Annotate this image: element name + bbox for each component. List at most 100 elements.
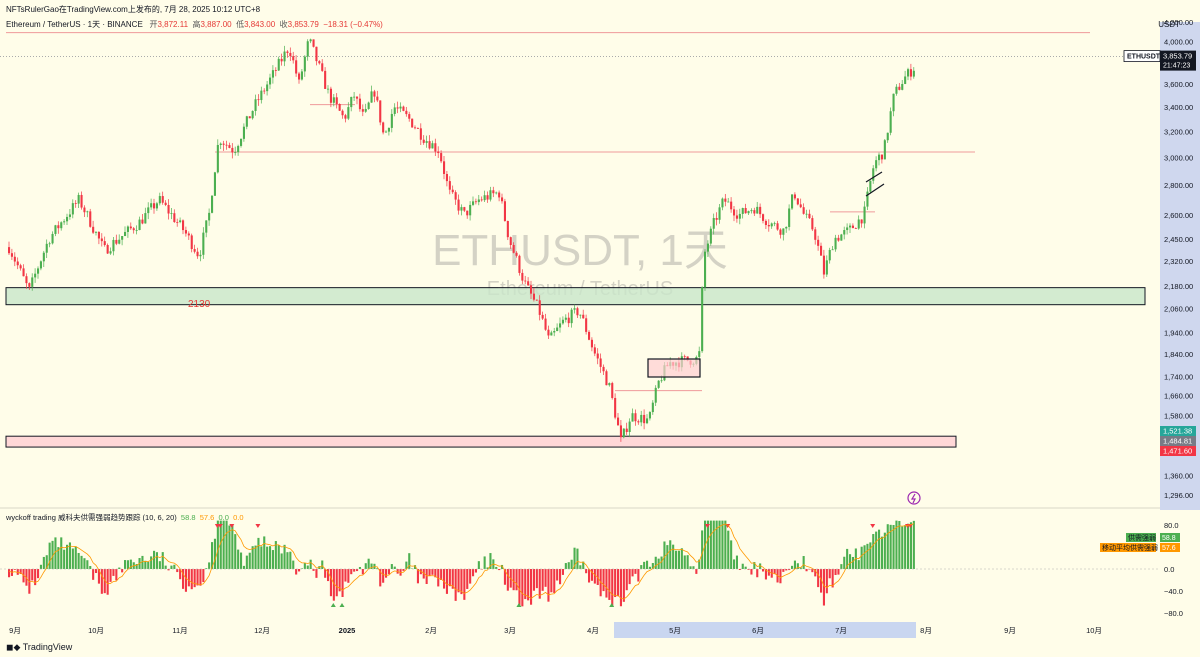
candle-76 xyxy=(228,145,231,148)
indicator-bar-211 xyxy=(619,569,622,607)
candle-110 xyxy=(327,88,330,90)
currency-label[interactable]: USDT xyxy=(1158,20,1180,29)
candle-4 xyxy=(19,265,22,269)
indicator-bar-193 xyxy=(567,562,570,569)
candle-187 xyxy=(550,332,553,336)
indicator-bar-219 xyxy=(643,561,646,569)
candle-217 xyxy=(637,421,640,423)
candle-241 xyxy=(706,243,709,252)
candle-176 xyxy=(518,255,521,273)
indicator-bar-291 xyxy=(851,556,854,569)
candle-200 xyxy=(588,331,591,340)
indicator-bar-209 xyxy=(614,569,617,598)
indicator-bar-283 xyxy=(828,569,831,579)
indicator-bar-178 xyxy=(524,569,527,600)
candle-162 xyxy=(477,199,480,203)
candle-285 xyxy=(834,237,837,250)
price-badge-1 xyxy=(1160,426,1196,436)
indicator-bar-63 xyxy=(190,569,193,590)
indicator-bar-220 xyxy=(646,560,649,569)
indicator-bar-146 xyxy=(431,569,434,575)
indicator-bar-35 xyxy=(109,569,112,582)
candle-14 xyxy=(48,243,51,245)
indicator-bar-47 xyxy=(144,560,147,569)
indicator-bar-199 xyxy=(585,569,588,574)
indicator-bar-104 xyxy=(309,559,312,569)
candle-90 xyxy=(269,77,272,85)
candle-6 xyxy=(25,276,28,284)
price-tick-10: 2,180.00 xyxy=(1164,282,1193,291)
indicator-bar-170 xyxy=(501,564,504,569)
indicator-bar-97 xyxy=(289,551,292,569)
sell-marker-73 xyxy=(217,524,223,528)
candle-21 xyxy=(68,214,71,217)
candle-93 xyxy=(277,58,280,71)
candle-287 xyxy=(840,234,843,241)
candle-141 xyxy=(416,128,419,129)
indicator-bar-57 xyxy=(173,564,176,569)
candle-258 xyxy=(756,206,759,214)
candle-151 xyxy=(445,173,448,182)
indicator-bar-36 xyxy=(112,569,115,576)
indicator-bar-79 xyxy=(237,549,240,569)
candle-297 xyxy=(869,180,872,192)
indicator-legend-label-bg-1 xyxy=(1100,543,1156,552)
candle-131 xyxy=(387,127,390,132)
indicator-bar-198 xyxy=(582,561,585,569)
candle-259 xyxy=(759,206,762,215)
indicator-bar-120 xyxy=(356,569,359,572)
price-tick-17: 1,360.00 xyxy=(1164,472,1193,481)
candle-196 xyxy=(576,308,579,316)
indicator-bar-195 xyxy=(573,547,576,569)
candle-293 xyxy=(857,219,860,229)
indicator-bar-175 xyxy=(515,569,518,591)
indicator-bar-16 xyxy=(54,537,57,569)
candle-212 xyxy=(622,428,625,438)
indicator-bar-73 xyxy=(219,520,222,569)
close-value: 3,853.79 xyxy=(287,20,319,29)
indicator-bar-153 xyxy=(451,569,454,589)
indicator-legend-value-1: 57.6 xyxy=(1162,545,1176,552)
time-axis-highlight xyxy=(614,622,916,638)
candle-69 xyxy=(208,212,211,221)
candle-148 xyxy=(437,151,440,154)
publish-info: NFTsRulerGao在TradingView.com上发布的, 7月 28,… xyxy=(6,5,261,14)
indicator-bar-87 xyxy=(260,546,263,569)
lightning-icon[interactable] xyxy=(907,491,921,505)
candle-series xyxy=(8,38,915,442)
indicator-bar-71 xyxy=(213,538,216,569)
indicator-bar-40 xyxy=(124,560,127,569)
price-tick-0: 4,200.00 xyxy=(1164,18,1193,27)
indicator-bar-115 xyxy=(341,569,344,597)
candle-125 xyxy=(370,91,373,103)
candle-247 xyxy=(724,198,727,202)
time-label-3: 12月 xyxy=(254,626,270,635)
indicator-bar-176 xyxy=(518,569,521,607)
candle-33 xyxy=(103,241,106,246)
candle-216 xyxy=(634,413,637,422)
indicator-bar-55 xyxy=(167,569,170,571)
indicator-bar-148 xyxy=(437,569,440,587)
indicator-bar-192 xyxy=(564,563,567,569)
candle-86 xyxy=(257,99,260,101)
candle-202 xyxy=(593,347,596,354)
candle-36 xyxy=(112,239,115,252)
candle-275 xyxy=(805,213,808,215)
candle-99 xyxy=(295,60,298,74)
indicator-bar-276 xyxy=(808,569,811,570)
candle-158 xyxy=(466,210,469,216)
indicator-bar-102 xyxy=(303,563,306,569)
candle-195 xyxy=(573,308,576,310)
candle-1 xyxy=(10,253,13,257)
price-tick-3: 3,400.00 xyxy=(1164,103,1193,112)
indicator-bar-245 xyxy=(718,520,721,569)
candle-273 xyxy=(799,204,802,208)
candle-156 xyxy=(460,207,463,211)
candle-12 xyxy=(42,252,45,262)
indicator-bar-217 xyxy=(637,569,640,582)
candle-238 xyxy=(698,351,701,357)
candle-126 xyxy=(373,91,376,97)
candle-191 xyxy=(561,319,564,324)
indicator-bar-294 xyxy=(860,546,863,569)
